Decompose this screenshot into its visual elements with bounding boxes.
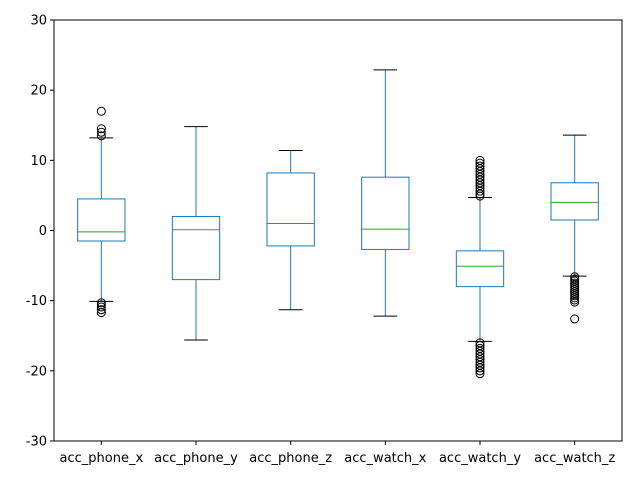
outlier-point [96, 298, 106, 308]
outlier-point [475, 369, 485, 379]
y-tick-label: -30 [26, 435, 47, 450]
iqr-box [455, 250, 505, 288]
outlier-point [96, 106, 106, 116]
axes-frame [53, 19, 623, 442]
iqr-box [171, 215, 221, 281]
outlier-point [96, 127, 106, 137]
outlier-point [475, 363, 485, 373]
outlier-point [475, 189, 485, 199]
box-series-acc_phone_y [171, 126, 221, 341]
outlier-point [570, 293, 580, 303]
outlier-point [475, 186, 485, 196]
outlier-point [475, 191, 485, 201]
y-tick-label: -20 [26, 364, 47, 379]
outlier-point [96, 305, 106, 315]
outlier-point [475, 366, 485, 376]
x-axis: acc_phone_x acc_phone_y acc_phone_z acc_wat… [60, 441, 615, 466]
x-tick-label: acc_phone_y [154, 451, 238, 466]
box-series-acc_watch_z [550, 134, 599, 324]
y-tick-label: -10 [26, 294, 47, 309]
outlier-point [570, 291, 580, 301]
x-tick-label: acc_watch_z [534, 451, 615, 466]
plot-area [77, 69, 599, 379]
outlier-point [570, 295, 580, 305]
y-tick-label: 30 [30, 14, 47, 29]
y-tick-label: 10 [30, 154, 47, 169]
iqr-box [361, 176, 410, 250]
box-series-acc_phone_z [266, 150, 315, 311]
outlier-point [96, 131, 106, 141]
x-tick-label: acc_watch_x [344, 451, 426, 466]
y-axis: -30 -20 -10 0 10 20 30 [26, 14, 54, 450]
x-tick-label: acc_phone_z [249, 451, 332, 466]
y-tick-label: 20 [30, 84, 47, 99]
iqr-box [550, 182, 599, 221]
iqr-box [266, 172, 315, 247]
x-tick-label: acc_phone_x [60, 451, 144, 466]
outlier-point [570, 314, 580, 324]
box-series-acc_watch_y [455, 155, 505, 379]
outlier-point [570, 297, 580, 307]
x-tick-label: acc_watch_y [439, 451, 521, 466]
box-series-acc_phone_x [77, 106, 126, 318]
y-tick-label: 0 [39, 224, 47, 239]
box-series-acc_watch_x [361, 69, 410, 317]
iqr-box [77, 198, 126, 242]
outlier-point [96, 308, 106, 318]
outlier-point [96, 302, 106, 312]
outlier-point [96, 124, 106, 134]
